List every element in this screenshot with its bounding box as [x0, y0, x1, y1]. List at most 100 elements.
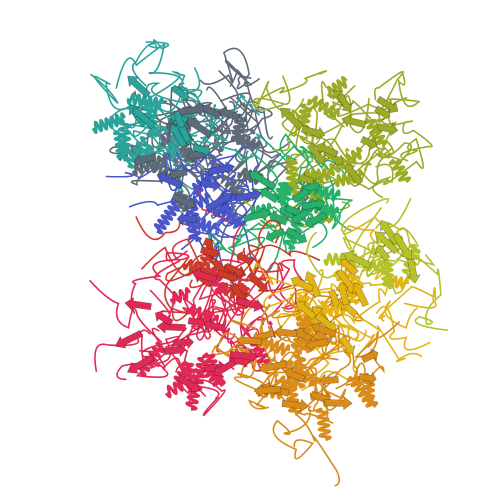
chain-orange-strand — [360, 348, 379, 364]
chain-olive-strand — [374, 105, 391, 121]
chain-yellow-coil — [339, 272, 383, 287]
chain-darkred-strand — [236, 250, 254, 266]
chain-yellow-strand — [335, 281, 350, 306]
chain-olive-strand — [336, 92, 353, 112]
chain-red-coil — [89, 280, 163, 343]
chain-orange-strand — [358, 371, 377, 386]
chain-darkred-strand — [246, 271, 268, 293]
chain-gray-coil — [183, 98, 254, 137]
chain-blue-strand — [156, 171, 184, 189]
chain-orange-strand — [323, 396, 353, 411]
chain-green-strand — [260, 187, 280, 204]
chain-red-strand — [191, 267, 218, 284]
chain-olive-helix — [326, 76, 348, 99]
chain-yellow-strand — [328, 289, 343, 308]
chain-gray-strand — [185, 117, 213, 138]
chain-red-strand — [154, 309, 174, 327]
chain-orange-coil — [231, 303, 274, 344]
chain-red-strand — [187, 315, 206, 330]
chain-blue-strand — [200, 178, 221, 193]
chain-lime-strand — [342, 250, 372, 270]
chain-red-strand — [163, 342, 187, 358]
chain-lime-helix — [323, 252, 358, 266]
chain-orange-strand — [305, 337, 330, 352]
chain-red-strand — [172, 335, 195, 350]
chain-darkred-strand — [216, 269, 239, 285]
chain-teal-coil — [115, 43, 203, 99]
chain-olive-strand — [300, 125, 326, 140]
chain-lime-coil — [342, 207, 382, 259]
chain-yellow-coil — [318, 311, 376, 385]
chain-teal-helix — [126, 92, 164, 110]
chain-green-helix — [276, 181, 294, 206]
chain-blue-helix — [185, 203, 202, 243]
chain-green-strand — [291, 187, 310, 204]
chain-green-strand — [304, 211, 328, 229]
chain-blue-strand — [207, 161, 236, 176]
chain-orange-strand — [310, 321, 337, 338]
chain-darkred-strand — [199, 246, 220, 261]
chain-blue-strand — [234, 188, 263, 203]
chain-orange-coil — [211, 332, 248, 368]
chain-lime-coil — [414, 254, 448, 331]
chain-red-strand — [202, 318, 226, 333]
chain-lime-strand — [374, 231, 400, 255]
chain-gray-coil — [241, 103, 268, 149]
chain-lime-coil — [341, 198, 390, 250]
chain-gray-strand — [177, 102, 208, 116]
chain-blue-strand — [204, 192, 234, 213]
chain-orange-strand — [319, 373, 339, 388]
chain-gray-strand — [171, 192, 197, 210]
chain-blue-strand — [176, 211, 197, 227]
sheet-layer — [114, 75, 421, 413]
chain-olive-coil — [320, 81, 373, 122]
chain-orange-strand — [281, 398, 310, 413]
chain-orange-helix — [315, 407, 332, 442]
chain-gray-coil — [236, 75, 273, 140]
chain-orange-helix — [281, 360, 320, 387]
chain-orange-coil — [294, 413, 341, 487]
chain-blue-coil — [128, 179, 202, 208]
chain-olive-strand — [376, 122, 399, 137]
chain-orange-strand — [274, 325, 298, 340]
chain-lime-helix — [380, 259, 395, 290]
chain-teal-strand — [169, 123, 188, 149]
chain-red-strand — [213, 358, 237, 377]
chain-lime-strand — [374, 245, 391, 262]
chain-olive-strand — [316, 141, 339, 158]
chain-olive-strand — [280, 107, 304, 130]
chain-lime-coil — [375, 222, 436, 266]
chain-red-coil — [94, 329, 151, 372]
chain-yellow-strand — [304, 270, 322, 298]
chain-olive-helix — [302, 168, 333, 182]
chain-teal-strand — [173, 111, 188, 129]
chain-green-coil — [231, 220, 282, 249]
chain-yellow-strand — [290, 275, 315, 293]
chain-red-strand — [176, 374, 201, 393]
chain-lime-strand — [392, 232, 413, 261]
chain-darkred-helix — [194, 251, 213, 277]
chain-green-strand — [284, 226, 308, 245]
chain-gray-helix — [237, 167, 264, 185]
chain-olive-coil — [387, 97, 433, 162]
chain-teal-strand — [132, 107, 157, 130]
chain-orange-strand — [253, 383, 282, 398]
chain-olive-strand — [360, 135, 377, 151]
chain-yellow-coil — [375, 305, 431, 351]
chain-olive-coil — [363, 142, 412, 171]
chain-blue-helix — [153, 200, 180, 235]
chain-orange-helix — [258, 336, 291, 356]
chain-darkred-strand — [224, 262, 244, 279]
chain-olive-coil — [337, 71, 421, 118]
chain-olive-helix — [388, 158, 412, 184]
chain-teal-coil — [90, 73, 162, 111]
chain-green-strand — [284, 204, 302, 219]
chain-lime-strand — [406, 258, 421, 284]
chain-teal-helix — [91, 112, 127, 134]
chain-olive-helix — [328, 146, 363, 177]
chain-teal-strand — [170, 84, 190, 102]
chain-teal-helix — [140, 99, 161, 138]
chain-green-strand — [268, 210, 289, 226]
chain-teal-helix — [124, 136, 149, 169]
